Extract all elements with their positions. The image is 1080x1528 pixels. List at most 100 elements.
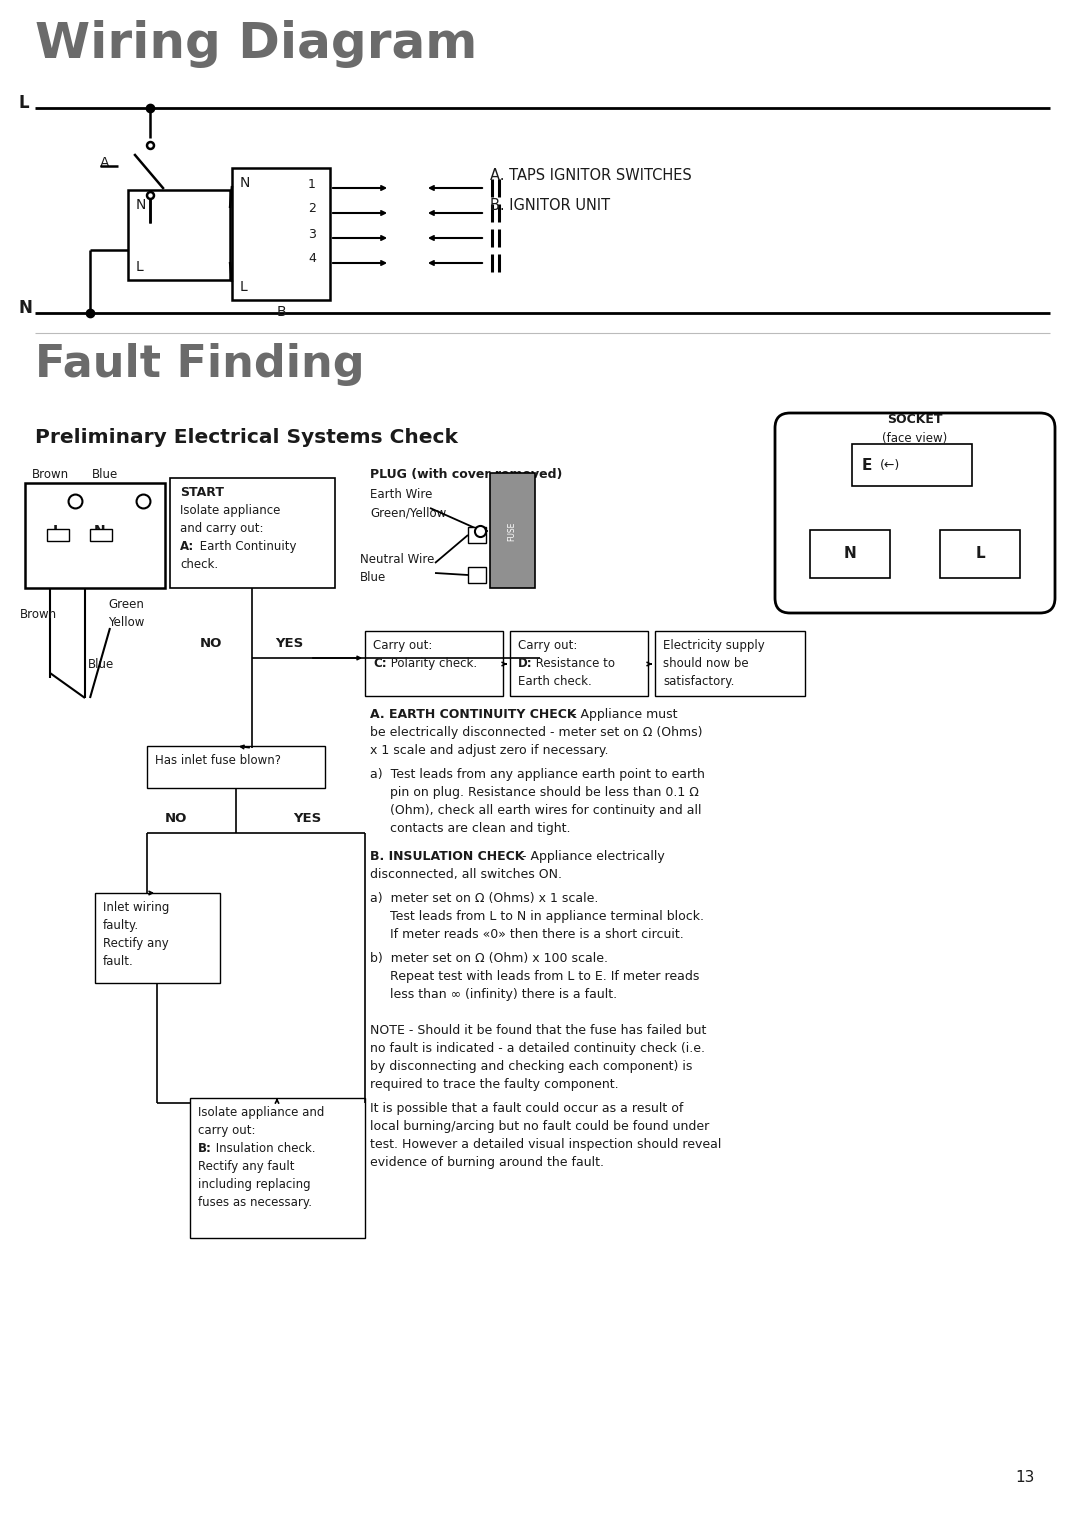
Text: Electricity supply: Electricity supply	[663, 639, 765, 652]
Bar	[147, 746, 325, 788]
Text: pin on plug. Resistance should be less than 0.1 Ω: pin on plug. Resistance should be less t…	[370, 785, 699, 799]
Bar	[810, 530, 890, 578]
Text: a)  Test leads from any appliance earth point to earth: a) Test leads from any appliance earth p…	[370, 769, 705, 781]
FancyBboxPatch shape	[775, 413, 1055, 613]
Text: Preliminary Electrical Systems Check: Preliminary Electrical Systems Check	[35, 428, 458, 448]
Bar	[468, 527, 486, 542]
Text: D:: D:	[518, 657, 532, 669]
Text: Inlet wiring: Inlet wiring	[103, 902, 170, 914]
Text: Wiring Diagram: Wiring Diagram	[35, 20, 477, 69]
Text: Carry out:: Carry out:	[518, 639, 578, 652]
Bar	[48, 529, 69, 541]
Text: evidence of burning around the fault.: evidence of burning around the fault.	[370, 1157, 604, 1169]
Text: and carry out:: and carry out:	[180, 523, 264, 535]
Text: Test leads from L to N in appliance terminal block.: Test leads from L to N in appliance term…	[370, 911, 704, 923]
Text: 1: 1	[308, 177, 315, 191]
Text: A:: A:	[180, 539, 194, 553]
Text: test. However a detailed visual inspection should reveal: test. However a detailed visual inspecti…	[370, 1138, 721, 1151]
Text: A: A	[100, 156, 109, 170]
Text: Blue: Blue	[87, 659, 114, 671]
Text: (face view): (face view)	[882, 432, 947, 445]
Text: 3: 3	[308, 228, 315, 240]
Text: Isolate appliance and: Isolate appliance and	[198, 1106, 324, 1118]
Bar	[365, 631, 503, 695]
Bar	[129, 189, 230, 280]
Text: contacts are clean and tight.: contacts are clean and tight.	[370, 822, 570, 834]
Text: required to trace the faulty component.: required to trace the faulty component.	[370, 1077, 619, 1091]
Text: Blue: Blue	[360, 571, 387, 584]
Bar	[490, 474, 535, 588]
Text: Fault Finding: Fault Finding	[35, 342, 365, 387]
Text: Rectify any: Rectify any	[103, 937, 168, 950]
Text: START: START	[180, 486, 224, 500]
Text: B: B	[276, 306, 286, 319]
Text: local burning/arcing but no fault could be found under: local burning/arcing but no fault could …	[370, 1120, 710, 1132]
Text: be electrically disconnected - meter set on Ω (Ohms): be electrically disconnected - meter set…	[370, 726, 702, 740]
Text: N: N	[136, 199, 147, 212]
Text: N: N	[18, 299, 32, 316]
Bar	[468, 567, 486, 584]
Text: disconnected, all switches ON.: disconnected, all switches ON.	[370, 868, 562, 882]
Text: - Appliance must: - Appliance must	[568, 707, 677, 721]
Text: (Ohm), check all earth wires for continuity and all: (Ohm), check all earth wires for continu…	[370, 804, 702, 817]
Text: A. EARTH CONTINUITY CHECK: A. EARTH CONTINUITY CHECK	[370, 707, 577, 721]
Text: B:: B:	[198, 1141, 212, 1155]
Text: C:: C:	[373, 657, 387, 669]
Text: less than ∞ (infinity) there is a fault.: less than ∞ (infinity) there is a fault.	[370, 989, 617, 1001]
Text: N: N	[94, 524, 106, 538]
Text: Brown: Brown	[21, 608, 57, 620]
Text: should now be: should now be	[663, 657, 748, 669]
Text: E: E	[862, 457, 873, 472]
Text: YES: YES	[293, 811, 321, 825]
Text: 2: 2	[308, 203, 315, 215]
Bar	[940, 530, 1020, 578]
Bar	[510, 631, 648, 695]
Text: N: N	[843, 547, 856, 561]
Text: It is possible that a fault could occur as a result of: It is possible that a fault could occur …	[370, 1102, 684, 1115]
Text: check.: check.	[180, 558, 218, 571]
Text: x 1 scale and adjust zero if necessary.: x 1 scale and adjust zero if necessary.	[370, 744, 608, 756]
Text: YES: YES	[275, 637, 303, 649]
Bar	[852, 445, 972, 486]
Bar	[95, 892, 220, 983]
Text: NOTE - Should it be found that the fuse has failed but: NOTE - Should it be found that the fuse …	[370, 1024, 706, 1038]
Bar	[190, 1099, 365, 1238]
Text: 4: 4	[308, 252, 315, 266]
Bar	[90, 529, 112, 541]
Text: Brown: Brown	[31, 468, 68, 481]
Text: N: N	[240, 176, 251, 189]
Text: Polarity check.: Polarity check.	[387, 657, 477, 669]
Text: L: L	[136, 260, 144, 274]
Text: L: L	[18, 95, 29, 112]
Text: NO: NO	[165, 811, 187, 825]
Text: L: L	[975, 547, 985, 561]
Text: b)  meter set on Ω (Ohm) x 100 scale.: b) meter set on Ω (Ohm) x 100 scale.	[370, 952, 608, 966]
Text: Carry out:: Carry out:	[373, 639, 432, 652]
Text: NO: NO	[200, 637, 222, 649]
Bar	[654, 631, 805, 695]
Text: Insulation check.: Insulation check.	[212, 1141, 315, 1155]
Text: SOCKET: SOCKET	[888, 413, 943, 426]
Text: faulty.: faulty.	[103, 918, 139, 932]
Text: Earth Wire: Earth Wire	[370, 487, 432, 501]
Text: Blue: Blue	[92, 468, 118, 481]
Text: including replacing: including replacing	[198, 1178, 311, 1190]
Text: 13: 13	[1015, 1470, 1035, 1485]
Text: Rectify any fault: Rectify any fault	[198, 1160, 295, 1174]
Text: fuses as necessary.: fuses as necessary.	[198, 1196, 312, 1209]
Text: fault.: fault.	[103, 955, 134, 969]
Text: L: L	[240, 280, 247, 293]
Text: Resistance to: Resistance to	[532, 657, 615, 669]
Text: - Appliance electrically: - Appliance electrically	[518, 850, 665, 863]
Text: B. INSULATION CHECK: B. INSULATION CHECK	[370, 850, 525, 863]
Text: Isolate appliance: Isolate appliance	[180, 504, 281, 516]
Bar	[170, 478, 335, 588]
Text: Earth check.: Earth check.	[518, 675, 592, 688]
Text: Green: Green	[108, 597, 144, 611]
Text: Has inlet fuse blown?: Has inlet fuse blown?	[156, 753, 281, 767]
Text: (←): (←)	[880, 458, 901, 472]
Text: L: L	[53, 524, 62, 538]
Text: carry out:: carry out:	[198, 1125, 256, 1137]
Text: Earth Continuity: Earth Continuity	[195, 539, 297, 553]
Text: satisfactory.: satisfactory.	[663, 675, 734, 688]
